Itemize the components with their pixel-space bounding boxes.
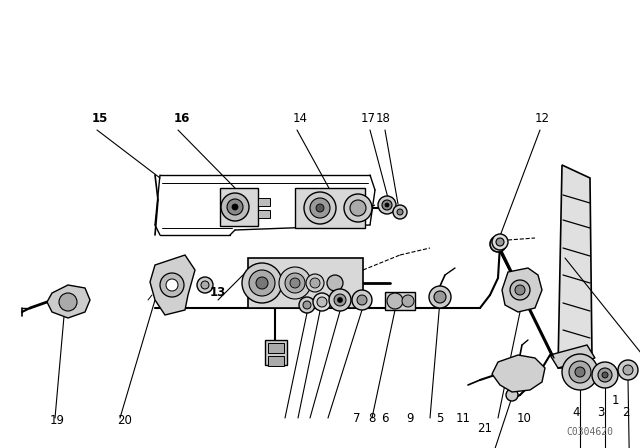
- Circle shape: [357, 295, 367, 305]
- Bar: [258, 210, 270, 218]
- Circle shape: [316, 204, 324, 212]
- Circle shape: [569, 361, 591, 383]
- Text: 10: 10: [516, 412, 531, 425]
- Text: 7: 7: [353, 412, 361, 425]
- Circle shape: [515, 285, 525, 295]
- Circle shape: [306, 274, 324, 292]
- Polygon shape: [150, 255, 195, 315]
- Circle shape: [429, 286, 451, 308]
- Circle shape: [387, 293, 403, 309]
- Circle shape: [506, 389, 518, 401]
- Circle shape: [402, 295, 414, 307]
- Circle shape: [623, 365, 633, 375]
- Circle shape: [598, 368, 612, 382]
- Polygon shape: [550, 345, 595, 368]
- Circle shape: [201, 281, 209, 289]
- Circle shape: [378, 196, 396, 214]
- Circle shape: [385, 203, 389, 207]
- Circle shape: [232, 204, 238, 210]
- Text: 19: 19: [49, 414, 65, 426]
- Circle shape: [310, 278, 320, 288]
- Text: 1: 1: [611, 393, 619, 406]
- Polygon shape: [47, 285, 90, 318]
- Circle shape: [492, 234, 508, 250]
- Circle shape: [490, 236, 506, 252]
- Circle shape: [310, 198, 330, 218]
- Circle shape: [242, 263, 282, 303]
- Circle shape: [329, 289, 351, 311]
- Circle shape: [290, 278, 300, 288]
- Circle shape: [494, 240, 502, 248]
- Text: 16: 16: [174, 112, 190, 125]
- Circle shape: [299, 297, 315, 313]
- Circle shape: [221, 193, 249, 221]
- Bar: [248, 258, 363, 308]
- Bar: [265, 340, 287, 365]
- Circle shape: [496, 238, 504, 246]
- Text: 12: 12: [534, 112, 550, 125]
- Circle shape: [510, 280, 530, 300]
- Text: 6: 6: [381, 412, 388, 425]
- Text: 13: 13: [210, 285, 226, 298]
- Circle shape: [285, 273, 305, 293]
- Circle shape: [575, 367, 585, 377]
- Circle shape: [303, 301, 311, 309]
- Circle shape: [256, 277, 268, 289]
- Text: 2: 2: [622, 405, 630, 418]
- Text: 9: 9: [406, 412, 413, 425]
- Bar: [295, 188, 365, 228]
- Text: 3: 3: [597, 405, 605, 418]
- Polygon shape: [492, 355, 545, 392]
- Circle shape: [227, 199, 243, 215]
- Circle shape: [602, 372, 608, 378]
- Circle shape: [327, 275, 343, 291]
- Circle shape: [166, 279, 178, 291]
- Text: 18: 18: [376, 112, 390, 125]
- Text: C0304620: C0304620: [566, 427, 614, 437]
- Text: 15: 15: [92, 112, 108, 125]
- Circle shape: [344, 194, 372, 222]
- Circle shape: [393, 205, 407, 219]
- Circle shape: [313, 293, 331, 311]
- Text: 20: 20: [118, 414, 132, 426]
- Text: 4: 4: [572, 405, 580, 418]
- Bar: [258, 198, 270, 206]
- Circle shape: [592, 362, 618, 388]
- Text: 14: 14: [292, 112, 307, 125]
- Text: 17: 17: [360, 112, 376, 125]
- Text: 21: 21: [477, 422, 493, 435]
- Text: 11: 11: [456, 412, 470, 425]
- Circle shape: [317, 297, 327, 307]
- Circle shape: [434, 291, 446, 303]
- Circle shape: [249, 270, 275, 296]
- Circle shape: [352, 290, 372, 310]
- Bar: [385, 292, 415, 310]
- Circle shape: [562, 354, 598, 390]
- Bar: [220, 188, 258, 226]
- Circle shape: [337, 297, 342, 302]
- Text: 5: 5: [436, 412, 444, 425]
- Circle shape: [397, 209, 403, 215]
- Text: 8: 8: [368, 412, 376, 425]
- Bar: [268, 343, 284, 353]
- Circle shape: [334, 294, 346, 306]
- Circle shape: [618, 360, 638, 380]
- Circle shape: [350, 200, 366, 216]
- Circle shape: [160, 273, 184, 297]
- Circle shape: [59, 293, 77, 311]
- Circle shape: [197, 277, 213, 293]
- Circle shape: [279, 267, 311, 299]
- Bar: [268, 356, 284, 366]
- Polygon shape: [502, 268, 542, 312]
- Circle shape: [304, 192, 336, 224]
- Circle shape: [382, 200, 392, 210]
- Polygon shape: [558, 165, 592, 368]
